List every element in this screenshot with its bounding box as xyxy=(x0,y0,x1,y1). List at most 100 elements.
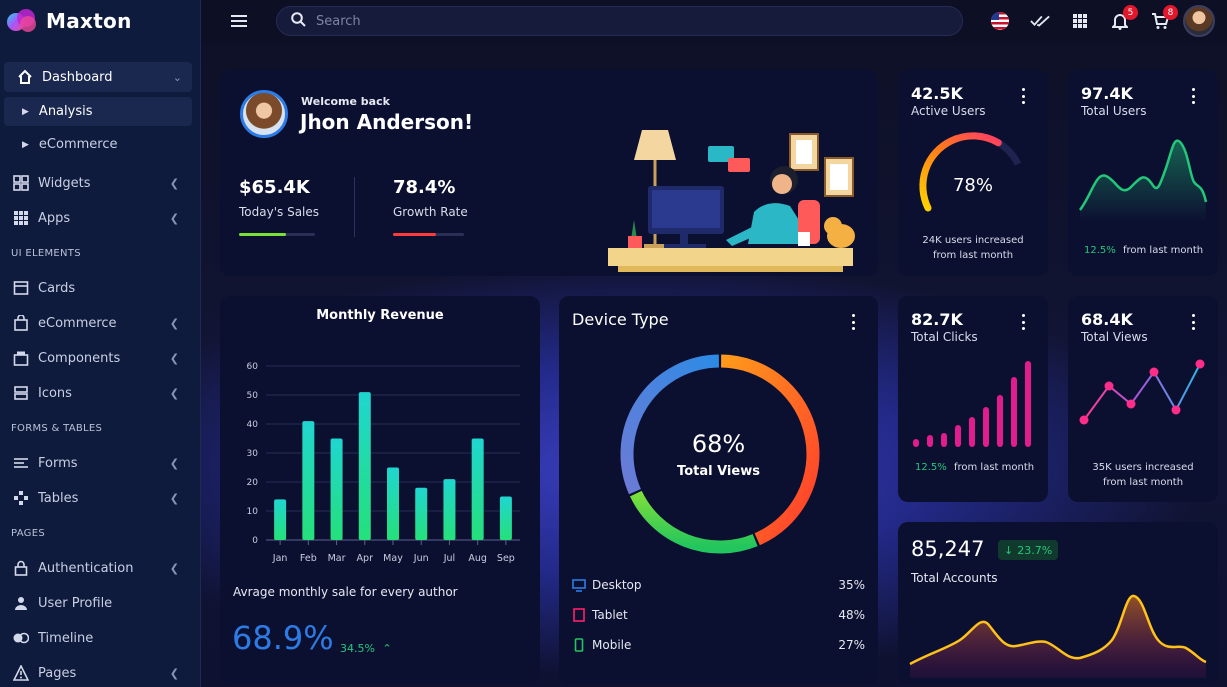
total-accounts-card: 85,247 ↓ 23.7% Total Accounts xyxy=(898,522,1218,684)
total-users-change: 12.5% from last month xyxy=(1084,245,1203,256)
donut-slice-tablet[interactable] xyxy=(721,354,820,546)
sidebar-item-components[interactable]: Components ❮ xyxy=(0,343,201,373)
bar[interactable] xyxy=(387,467,399,541)
more-options-icon[interactable] xyxy=(1190,88,1196,104)
x-tick-label: May xyxy=(383,553,403,564)
device-label: Desktop xyxy=(592,578,642,592)
device-label: Tablet xyxy=(592,608,628,622)
sidebar-item-timeline[interactable]: Timeline xyxy=(0,623,201,653)
chevron-left-icon: ❮ xyxy=(169,666,179,680)
more-options-icon[interactable] xyxy=(1190,314,1196,330)
stats-divider xyxy=(354,177,355,237)
sidebar-item-dashboard[interactable]: Dashboard ⌄ xyxy=(4,62,192,92)
brand-name: Maxton xyxy=(46,9,132,33)
brand[interactable]: Maxton xyxy=(0,0,200,42)
device-label: Mobile xyxy=(592,638,632,652)
bar[interactable] xyxy=(358,392,371,540)
active-users-card: 42.5K Active Users 78% 24K users increas… xyxy=(898,70,1048,276)
total-clicks-card: 82.7K Total Clicks 12.5% from last month xyxy=(898,296,1048,502)
total-users-sparkline xyxy=(1078,139,1208,222)
total-users-value: 97.4K xyxy=(1081,84,1133,103)
monthly-revenue-footer: Avrage monthly sale for every author xyxy=(233,585,458,599)
x-tick-label: Sep xyxy=(497,553,515,564)
device-type-title: Device Type xyxy=(572,310,669,329)
sidebar-item-label: eCommerce xyxy=(38,137,118,152)
device-value: 35% xyxy=(838,578,865,592)
sidebar-item-tables[interactable]: Tables ❮ xyxy=(0,483,201,513)
monthly-revenue-title: Monthly Revenue xyxy=(316,308,444,323)
active-users-value: 42.5K xyxy=(911,84,963,103)
more-options-icon[interactable] xyxy=(1020,314,1026,330)
growth-value: 78.4% xyxy=(393,177,456,198)
sidebar-item-ecommerce[interactable]: eCommerce ❮ xyxy=(0,308,201,338)
sidebar-subitem-ecommerce[interactable]: ▶ eCommerce xyxy=(4,130,192,159)
bar[interactable] xyxy=(499,496,512,541)
bar[interactable] xyxy=(330,438,343,541)
chevron-left-icon: ❮ xyxy=(169,351,179,365)
total-views-note-line1: 35K users increased xyxy=(1092,462,1194,473)
bar[interactable] xyxy=(415,487,428,540)
welcome-user-name: Jhon Anderson! xyxy=(300,110,474,134)
donut-slice-desktop[interactable] xyxy=(620,354,720,495)
sidebar-item-icons[interactable]: Icons ❮ xyxy=(0,378,201,408)
more-options-icon[interactable] xyxy=(1020,88,1026,104)
mobile-phone-icon xyxy=(572,638,586,655)
us-flag-icon[interactable] xyxy=(990,11,1010,31)
cart-count-badge: 8 xyxy=(1163,5,1178,20)
monthly-revenue-chart: 0 10 20 30 40 50 60 Jan Feb Mar Apr May Jun Jul Aug Sep xyxy=(247,362,520,564)
total-clicks-change: 12.5% from last month xyxy=(915,462,1034,473)
bar[interactable] xyxy=(471,438,484,541)
donut-slice-mobile[interactable] xyxy=(629,490,758,554)
total-accounts-change-value: 23.7% xyxy=(1017,543,1053,557)
sidebar-item-apps[interactable]: Apps ❮ xyxy=(0,203,201,233)
active-users-gauge xyxy=(919,132,1022,212)
chevron-left-icon: ❮ xyxy=(169,456,179,470)
device-type-card: Device Type 68% Total Views Desktop 35% … xyxy=(559,296,878,684)
growth-progress-bar xyxy=(393,233,464,236)
icons-icon xyxy=(12,384,30,402)
caret-right-icon: ▶ xyxy=(22,106,29,117)
search-bar[interactable] xyxy=(276,6,963,36)
sidebar-item-forms[interactable]: Forms ❮ xyxy=(0,448,201,478)
sidebar-item-label: Cards xyxy=(38,280,76,296)
bar[interactable] xyxy=(274,499,287,540)
brand-logo-icon xyxy=(7,9,36,32)
total-clicks-value: 82.7K xyxy=(911,310,963,329)
bar[interactable] xyxy=(302,421,315,540)
sidebar-item-cards[interactable]: Cards xyxy=(0,273,201,303)
device-value: 27% xyxy=(838,638,865,652)
notification-count-badge: 5 xyxy=(1123,5,1138,20)
sidebar-subitem-analysis[interactable]: ▶ Analysis xyxy=(4,97,192,126)
total-views-card: 68.4K Total Views 35K users increased fr… xyxy=(1068,296,1218,502)
user-avatar[interactable] xyxy=(1183,5,1215,37)
search-input[interactable] xyxy=(316,13,916,29)
y-tick-label: 20 xyxy=(247,478,259,488)
hamburger-menu-icon[interactable] xyxy=(229,11,249,31)
total-clicks-bar-sparkline xyxy=(913,361,1031,447)
y-tick-label: 60 xyxy=(247,362,259,372)
device-type-donut-chart xyxy=(620,354,820,554)
apps-grid-icon xyxy=(12,209,30,227)
apps-grid-icon[interactable] xyxy=(1070,11,1090,31)
monthly-revenue-change: 34.5% ⌃ xyxy=(340,642,392,655)
bar[interactable] xyxy=(443,479,456,540)
tables-icon xyxy=(12,489,30,507)
sidebar-item-user-profile[interactable]: User Profile xyxy=(0,588,201,618)
section-label-forms: FORMS & TABLES xyxy=(11,423,103,434)
notification-bell-icon[interactable]: 5 xyxy=(1110,5,1138,31)
sidebar-item-authentication[interactable]: Authentication ❮ xyxy=(0,553,201,583)
gauge-fill xyxy=(919,132,1022,212)
welcome-greeting: Welcome back xyxy=(301,95,390,108)
x-tick-label: Jul xyxy=(443,553,455,564)
caret-right-icon: ▶ xyxy=(22,139,29,150)
sidebar-item-widgets[interactable]: Widgets ❮ xyxy=(0,168,201,198)
sidebar-item-pages[interactable]: Pages ❮ xyxy=(0,658,201,687)
arrow-down-icon: ↓ xyxy=(1004,543,1014,557)
more-options-icon[interactable] xyxy=(850,314,856,330)
total-views-line-sparkline xyxy=(1079,359,1205,425)
workspace-illustration xyxy=(608,130,855,272)
section-label-ui: UI ELEMENTS xyxy=(11,248,81,259)
sidebar-item-label: Analysis xyxy=(38,104,93,119)
double-check-icon[interactable] xyxy=(1030,11,1050,31)
cart-icon[interactable]: 8 xyxy=(1150,5,1178,31)
